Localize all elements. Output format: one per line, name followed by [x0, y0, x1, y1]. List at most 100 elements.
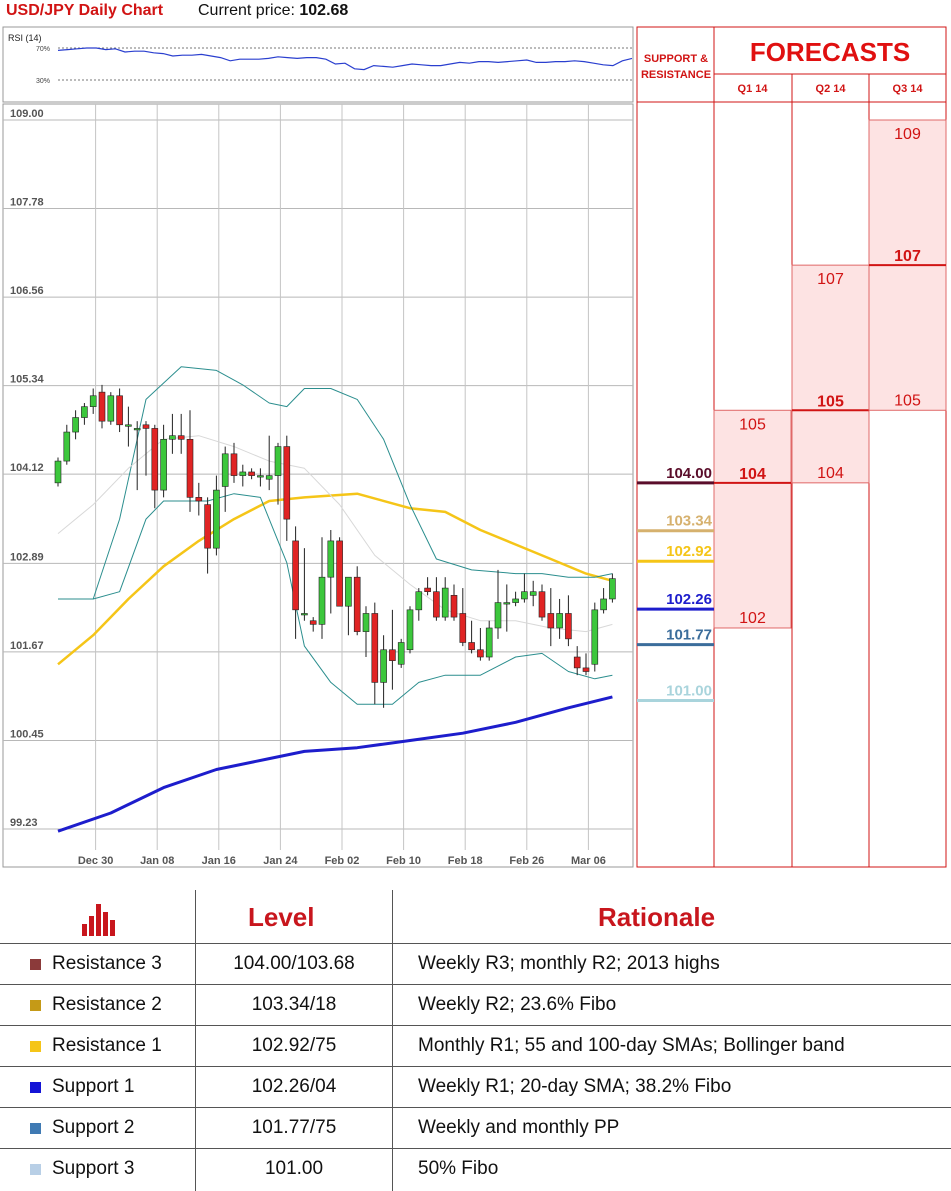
- candle-body: [450, 595, 458, 618]
- candle: [239, 464, 247, 487]
- candle-body: [521, 591, 528, 600]
- sr-level-label: 101.77: [666, 627, 712, 644]
- y-tick-label: 101.67: [10, 640, 44, 652]
- y-tick-label: 102.89: [10, 551, 44, 563]
- sr-level-label: 104.00: [666, 465, 712, 482]
- rsi-70-label: 70%: [36, 46, 50, 53]
- table-row: Support 2 101.77/75 Weekly and monthly P…: [0, 1107, 951, 1148]
- candle: [204, 497, 211, 574]
- candle: [459, 588, 467, 647]
- forecast-mid-value: 104: [739, 466, 766, 483]
- candle-body: [204, 504, 211, 549]
- indicator-line: [57, 695, 613, 833]
- forecast-quarter-label: Q2 14: [816, 83, 847, 95]
- row-name: Support 2: [52, 1117, 135, 1138]
- candle-body: [512, 598, 519, 603]
- candle: [177, 413, 185, 454]
- candle: [186, 410, 194, 512]
- candle-body: [406, 609, 414, 651]
- candle-body: [573, 656, 581, 669]
- candle: [142, 421, 150, 476]
- candle-body: [116, 395, 123, 426]
- candle: [301, 548, 308, 621]
- candle-body: [582, 667, 590, 672]
- candle-body: [397, 642, 405, 665]
- table-row: Resistance 1 102.92/75 Monthly R1; 55 an…: [0, 1025, 951, 1066]
- table-logo-cell: [0, 890, 196, 942]
- sr-level-label: 102.26: [666, 591, 712, 608]
- candle-body: [195, 497, 203, 502]
- candle: [336, 537, 343, 607]
- forecast-mid-value: 105: [817, 393, 844, 410]
- candle: [380, 635, 387, 708]
- level-header-cell: Level: [196, 890, 392, 942]
- candle-body: [609, 578, 616, 600]
- candle-body: [292, 540, 299, 611]
- candle: [133, 421, 141, 491]
- candle-body: [389, 649, 396, 661]
- price-panel: [2, 103, 634, 868]
- candle: [230, 442, 238, 483]
- candle: [529, 580, 537, 607]
- candlesticks: [54, 384, 616, 708]
- sr-level-label: 101.00: [666, 683, 712, 700]
- candle: [485, 620, 493, 661]
- chart-title: USD/JPY Daily Chart: [6, 2, 164, 19]
- candle-body: [89, 395, 97, 407]
- candle-body: [362, 613, 370, 632]
- sr-level-label: 102.92: [666, 543, 712, 560]
- candle: [565, 595, 572, 647]
- candle-body: [221, 453, 229, 487]
- y-tick-label: 100.45: [10, 728, 44, 740]
- candle: [98, 384, 106, 429]
- row-color-swatch: [30, 959, 41, 970]
- table-row: Support 3 101.00 50% Fibo: [0, 1148, 951, 1189]
- candle-body: [468, 642, 475, 651]
- candle: [292, 526, 299, 639]
- candle: [169, 413, 176, 454]
- forecast-range: [791, 264, 870, 484]
- candle-body: [151, 428, 159, 491]
- candle-body: [160, 439, 167, 491]
- candle: [54, 457, 62, 487]
- candle-body: [274, 446, 282, 476]
- forecast-low-value: 102: [739, 610, 766, 627]
- x-tick-label: Dec 30: [78, 855, 113, 867]
- current-price-label: Current price:: [198, 2, 300, 19]
- candle-body: [125, 424, 132, 427]
- candle-body: [485, 627, 493, 658]
- candle: [309, 617, 317, 632]
- candle: [116, 388, 123, 433]
- candle: [195, 482, 203, 516]
- candle: [72, 410, 79, 440]
- bar-chart-icon: [82, 904, 115, 936]
- y-tick-label: 109.00: [10, 108, 44, 120]
- table-col-sep-1: [195, 890, 196, 1191]
- x-tick-label: Mar 06: [571, 855, 606, 867]
- candle-body: [529, 591, 537, 596]
- candle-body: [239, 471, 247, 476]
- sr-heading-2: RESISTANCE: [641, 69, 711, 81]
- candle-body: [459, 613, 467, 643]
- candle-body: [133, 428, 141, 431]
- candle: [450, 584, 458, 621]
- candle: [397, 638, 405, 668]
- candle-body: [565, 613, 572, 640]
- row-rationale: Weekly R1; 20-day SMA; 38.2% Fibo: [418, 1076, 732, 1097]
- candle: [433, 577, 440, 621]
- y-axis-labels: 109.00 107.78 106.56 105.34 104.12 102.89 101.…: [10, 108, 45, 829]
- candle-body: [547, 613, 555, 629]
- candle: [274, 442, 282, 505]
- candle-body: [477, 649, 484, 658]
- y-tick-label: 99.23: [10, 817, 38, 829]
- row-color-swatch: [30, 1000, 41, 1011]
- candle: [125, 406, 132, 447]
- row-rationale: Weekly R3; monthly R2; 2013 highs: [418, 953, 720, 974]
- forecast-high-value: 107: [817, 271, 844, 288]
- table-row: Support 1 102.26/04 Weekly R1; 20-day SM…: [0, 1066, 951, 1107]
- chart-area: RSI (14) 70% 30% 109.00 107.78 106.56 105.3…: [2, 26, 947, 868]
- y-tick-label: 106.56: [10, 285, 44, 297]
- candle-body: [309, 620, 317, 625]
- candle: [609, 573, 616, 603]
- candle: [424, 577, 431, 596]
